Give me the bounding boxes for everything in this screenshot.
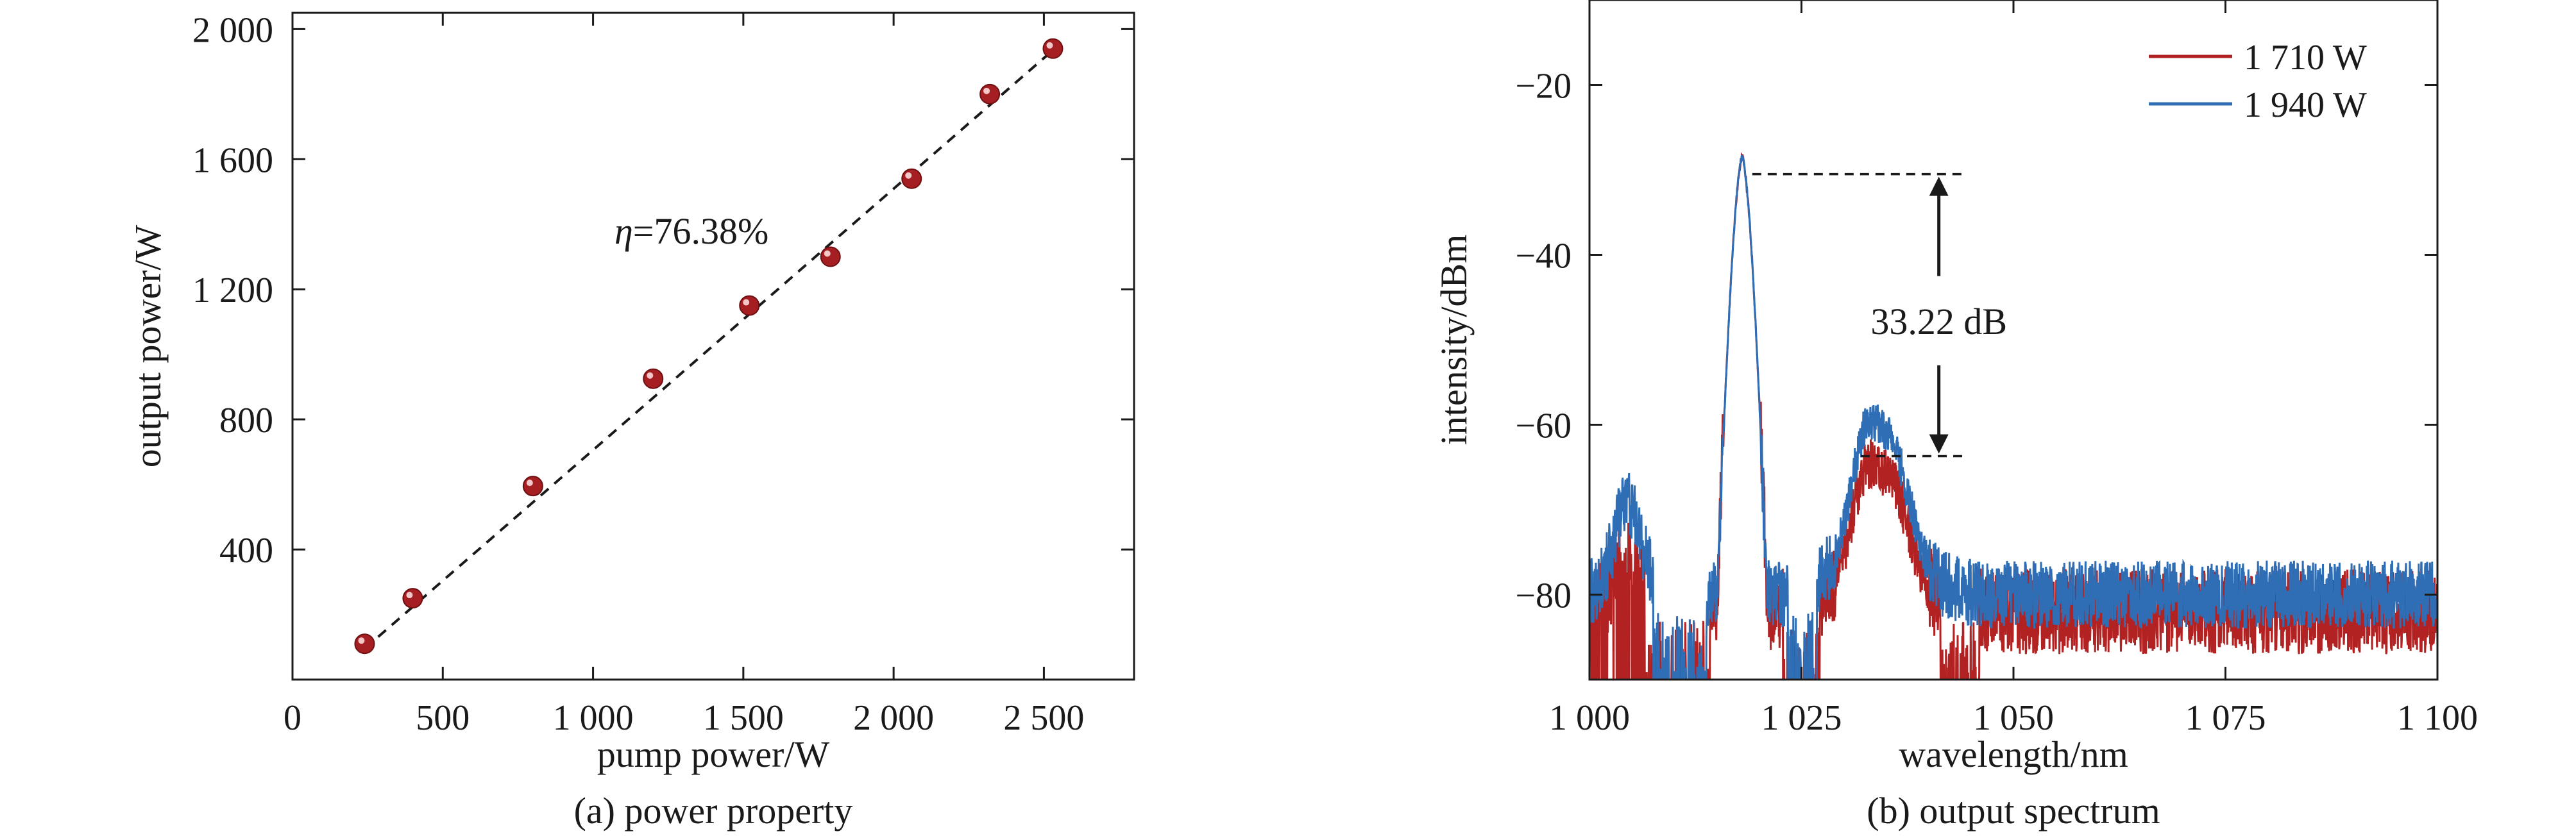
spectrum-series-group — [1589, 152, 2437, 680]
data-point — [643, 368, 664, 389]
data-point-highlight — [905, 172, 912, 179]
efficiency-annotation: η=76.38% — [614, 210, 768, 252]
x-tick-label: 1 075 — [2185, 698, 2266, 738]
legend-label: 1 710 W — [2244, 38, 2367, 78]
data-point — [402, 588, 423, 609]
plot-a-caption: (a) power property — [574, 790, 853, 832]
data-point-highlight — [647, 372, 654, 379]
output-spectrum-panel: 1 000 1 025 1 050 1 075 1 100 −80 −60 −40 −20 33… — [1433, 0, 2478, 832]
data-point-highlight — [824, 250, 831, 257]
dynamic-range-annotation — [1752, 172, 1967, 458]
power-property-panel: 0 500 1 000 1 500 2 000 2 500 400 800 1 200 1 600… — [127, 10, 1135, 832]
dynamic-range-label: 33.22 dB — [1870, 301, 2007, 342]
plot-b-x-axis-title: wavelength/nm — [1899, 733, 2128, 775]
x-tick-label: 1 000 — [1549, 698, 1630, 738]
plot-a-x-axis-title: pump power/W — [597, 733, 830, 775]
data-point-highlight — [358, 637, 365, 644]
data-point — [1042, 38, 1063, 59]
data-point — [354, 633, 375, 655]
plot-a-points — [354, 38, 1063, 655]
legend-label: 1 940 W — [2244, 85, 2367, 125]
plot-b-caption: (b) output spectrum — [1867, 790, 2160, 832]
data-point — [979, 83, 1001, 104]
plot-a-frame — [291, 12, 1135, 681]
x-tick-label: 1 500 — [703, 698, 784, 738]
plot-a-ticks: 0 500 1 000 1 500 2 000 2 500 400 800 1 200 1 600… — [192, 10, 1134, 738]
y-tick-label: 400 — [219, 531, 273, 571]
data-point — [901, 168, 922, 189]
y-tick-label: 1 600 — [192, 140, 273, 180]
y-tick-label: −40 — [1515, 237, 1572, 276]
x-tick-label: 1 050 — [1973, 698, 2054, 738]
x-tick-label: 0 — [284, 698, 301, 738]
x-tick-label: 500 — [416, 698, 470, 738]
plot-b-ticks: 1 000 1 025 1 050 1 075 1 100 −80 −60 −40 −20 — [1515, 0, 2478, 738]
y-tick-label: 1 200 — [192, 271, 273, 310]
data-point — [522, 476, 543, 497]
series-line-1710w — [1589, 152, 2437, 680]
fit-line — [364, 49, 1054, 650]
y-tick-label: −20 — [1515, 67, 1572, 106]
legend: 1 710 W 1 940 W — [2149, 38, 2367, 125]
data-point-highlight — [743, 299, 750, 306]
y-tick-label: −60 — [1515, 406, 1572, 446]
plot-a-y-axis-title: output power/W — [127, 224, 169, 467]
data-point — [820, 246, 841, 267]
y-tick-label: 800 — [219, 401, 273, 440]
data-point — [739, 295, 760, 316]
series-line-1940w — [1589, 154, 2437, 680]
data-point-highlight — [526, 480, 533, 487]
y-tick-label: 2 000 — [192, 10, 273, 50]
x-tick-label: 1 025 — [1761, 698, 1842, 738]
data-point-highlight — [983, 87, 990, 94]
y-tick-label: −80 — [1515, 576, 1572, 616]
plot-b-y-axis-title: intensity/dBm — [1433, 235, 1475, 446]
x-tick-label: 2 000 — [853, 698, 934, 738]
x-tick-label: 1 000 — [553, 698, 634, 738]
x-tick-label: 1 100 — [2397, 698, 2478, 738]
x-tick-label: 2 500 — [1003, 698, 1084, 738]
data-point-highlight — [406, 592, 413, 599]
data-point-highlight — [1046, 42, 1053, 49]
